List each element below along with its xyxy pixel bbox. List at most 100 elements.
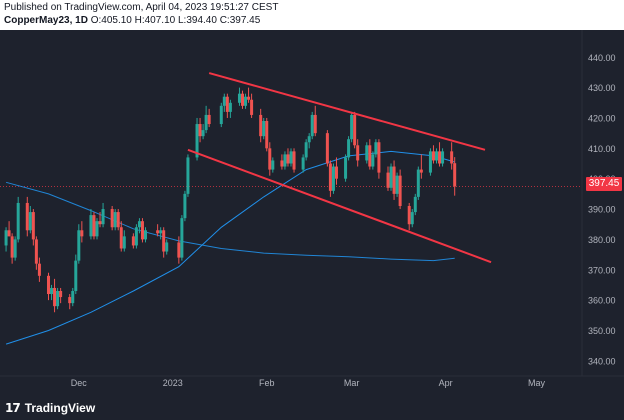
candle-body (347, 139, 351, 158)
candle-body (37, 263, 41, 276)
candle-body (195, 124, 199, 158)
candle-body (47, 275, 50, 295)
candle-body (80, 230, 84, 237)
candle-body (353, 114, 357, 146)
candle-body (301, 157, 305, 170)
candle-body (419, 169, 423, 173)
candle-body (286, 154, 290, 164)
candle-body (53, 287, 57, 307)
x-tick-label: 2023 (163, 378, 183, 388)
candle-body (313, 114, 317, 134)
y-tick-label: 380.00 (588, 235, 616, 245)
candle-body (241, 93, 244, 106)
candle-body (56, 291, 60, 307)
candle-body (344, 157, 348, 179)
candle-body (198, 124, 202, 137)
candle-body (395, 175, 399, 194)
y-tick-label: 340.00 (588, 356, 616, 366)
candle-body (92, 215, 96, 237)
candle-body (250, 99, 254, 115)
candle-body (413, 196, 417, 213)
candle-body (292, 151, 296, 170)
candle-body (407, 206, 411, 225)
candle-body (225, 96, 229, 112)
candle-body (4, 230, 8, 246)
candle-body (416, 169, 420, 197)
candle-body (374, 142, 378, 155)
candle-body (113, 212, 117, 228)
candle-body (371, 154, 375, 167)
candle-body (237, 93, 241, 103)
price-chart[interactable]: 440.00430.00420.00410.00400.00390.00380.… (0, 0, 624, 396)
candle-body (13, 239, 17, 258)
candle-body (389, 166, 393, 188)
candle-body (119, 227, 123, 249)
candle-body (144, 230, 147, 240)
candle-body (131, 236, 135, 246)
y-tick-label: 350.00 (588, 326, 616, 336)
candle-body (392, 166, 396, 194)
candle-body (110, 209, 114, 228)
x-tick-label: Apr (439, 378, 453, 388)
candle-body (331, 166, 335, 191)
candle-body (307, 136, 311, 143)
candle-body (265, 121, 269, 149)
candle-body (50, 287, 54, 295)
candle-body (410, 212, 414, 225)
candle-body (7, 230, 11, 237)
trendline (187, 148, 492, 264)
candle-body (122, 236, 126, 249)
candle-body (177, 242, 181, 258)
candle-body (222, 96, 226, 106)
candle-body (244, 96, 248, 106)
x-tick-label: Dec (71, 378, 88, 388)
x-tick-label: May (528, 378, 546, 388)
moving-average-fast (5, 150, 455, 345)
candle-body (453, 163, 457, 187)
trendline (208, 72, 486, 151)
candle-body (180, 218, 184, 258)
symbol-label: CopperMay23, 1D (4, 15, 88, 26)
candle-body (398, 175, 402, 206)
y-tick-label: 370.00 (588, 265, 616, 275)
candle-body (431, 151, 435, 161)
candle-body (365, 145, 369, 161)
y-tick-label: 390.00 (588, 205, 616, 215)
candle-body (219, 105, 223, 125)
symbol-ohlc: CopperMay23, 1D O:405.10 H:407.10 L:394.… (4, 15, 260, 26)
candle-body (140, 221, 144, 240)
candle-body (377, 142, 381, 173)
candle-body (101, 209, 105, 225)
candle-body (304, 142, 308, 158)
candle-body (268, 148, 272, 170)
candle-body (59, 291, 63, 298)
candle-body (289, 151, 293, 164)
candle-body (31, 212, 35, 240)
candle-body (34, 239, 38, 264)
y-tick-label: 440.00 (588, 53, 616, 63)
last-price-label: 397.45 (586, 177, 622, 191)
candle-body (328, 163, 332, 191)
candle-body (186, 157, 190, 194)
candle-body (28, 212, 32, 231)
candle-body (116, 212, 120, 228)
candle-body (280, 160, 284, 167)
x-tick-label: Mar (344, 378, 360, 388)
candle-body (89, 215, 93, 237)
candle-body (10, 236, 14, 258)
candle-body (95, 221, 99, 237)
candle-body (271, 160, 275, 170)
x-tick-label: Feb (259, 378, 275, 388)
candle-body (77, 230, 81, 261)
candle-body (204, 114, 208, 131)
publish-header: Published on TradingView.com, April 04, … (0, 0, 624, 30)
tradingview-brand[interactable]: 17 TradingView (5, 398, 95, 418)
candle-body (159, 230, 163, 234)
candle-body (68, 297, 72, 304)
tradingview-logo-icon: 17 (5, 401, 21, 415)
candle-body (25, 202, 29, 231)
candle-body (259, 114, 263, 137)
candle-body (137, 221, 141, 228)
candle-body (441, 151, 445, 164)
y-tick-label: 410.00 (588, 144, 616, 154)
